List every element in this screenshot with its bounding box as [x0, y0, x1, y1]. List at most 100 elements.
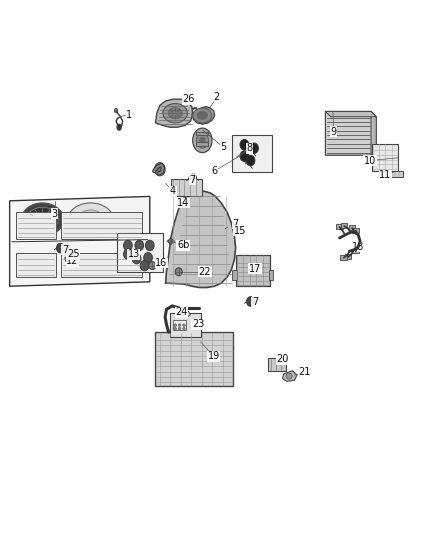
Bar [236, 255, 270, 286]
Ellipse shape [247, 297, 254, 306]
Ellipse shape [117, 124, 121, 130]
Bar [117, 233, 163, 272]
Ellipse shape [227, 222, 235, 232]
Ellipse shape [145, 240, 154, 251]
Text: 25: 25 [67, 249, 80, 259]
Ellipse shape [149, 262, 156, 270]
Bar [352, 228, 359, 233]
Polygon shape [166, 191, 236, 287]
Bar [349, 225, 355, 230]
Bar [196, 142, 208, 146]
Ellipse shape [68, 203, 113, 236]
Bar [196, 132, 208, 135]
Bar [232, 135, 272, 172]
Polygon shape [183, 311, 191, 317]
Text: 1: 1 [126, 110, 132, 120]
Text: 7: 7 [62, 245, 68, 255]
Bar [232, 270, 237, 280]
Ellipse shape [124, 249, 132, 260]
Text: 22: 22 [199, 266, 211, 277]
Ellipse shape [163, 103, 187, 123]
Text: 8: 8 [247, 143, 253, 154]
Text: 19: 19 [208, 351, 220, 361]
Polygon shape [167, 238, 174, 245]
Ellipse shape [132, 253, 141, 264]
Ellipse shape [189, 174, 197, 184]
Text: 7: 7 [190, 175, 196, 185]
Ellipse shape [183, 324, 185, 327]
Ellipse shape [140, 260, 149, 271]
Text: 7: 7 [233, 219, 239, 229]
Bar [61, 212, 142, 239]
Bar [173, 320, 186, 330]
Bar [171, 179, 202, 196]
Polygon shape [10, 197, 150, 286]
Ellipse shape [193, 108, 212, 123]
Polygon shape [232, 223, 240, 231]
Ellipse shape [250, 143, 258, 154]
Polygon shape [325, 111, 376, 155]
Ellipse shape [183, 327, 185, 330]
Text: 17: 17 [249, 264, 261, 273]
Ellipse shape [85, 215, 96, 224]
Text: 6: 6 [212, 166, 218, 176]
Text: 24: 24 [176, 308, 188, 318]
Ellipse shape [157, 166, 162, 173]
Text: 15: 15 [234, 225, 246, 236]
Text: 14: 14 [177, 198, 189, 208]
Ellipse shape [196, 133, 208, 148]
Text: 18: 18 [352, 242, 364, 252]
Bar [341, 223, 347, 229]
Ellipse shape [175, 268, 182, 276]
Polygon shape [325, 111, 376, 117]
Bar [336, 224, 343, 229]
Bar [340, 255, 347, 260]
Text: 3: 3 [52, 209, 58, 219]
Bar [345, 254, 351, 259]
Bar [269, 270, 273, 280]
Ellipse shape [124, 240, 132, 251]
Text: 9: 9 [331, 127, 337, 136]
Ellipse shape [240, 140, 249, 150]
Text: 2: 2 [214, 92, 220, 102]
Bar [155, 332, 233, 386]
Polygon shape [149, 263, 157, 269]
Ellipse shape [197, 111, 208, 119]
Ellipse shape [174, 324, 177, 327]
Bar [61, 253, 142, 278]
Text: 20: 20 [276, 354, 289, 365]
Ellipse shape [57, 243, 64, 253]
Ellipse shape [68, 252, 74, 256]
Text: 12: 12 [66, 256, 78, 266]
Bar [352, 248, 359, 253]
Ellipse shape [67, 256, 71, 261]
Polygon shape [155, 99, 193, 127]
Polygon shape [283, 371, 297, 381]
Text: 16: 16 [155, 258, 167, 268]
Ellipse shape [21, 203, 64, 236]
Ellipse shape [155, 163, 165, 176]
Text: 23: 23 [192, 319, 204, 329]
Bar [380, 172, 403, 177]
Ellipse shape [178, 324, 181, 327]
Text: 4: 4 [170, 186, 176, 196]
Ellipse shape [193, 128, 212, 152]
Bar [372, 144, 398, 171]
Polygon shape [192, 107, 215, 124]
Ellipse shape [78, 210, 104, 229]
Ellipse shape [135, 240, 144, 251]
Bar [68, 252, 74, 256]
Bar [16, 253, 56, 278]
Polygon shape [65, 254, 74, 263]
Text: 11: 11 [379, 171, 392, 180]
Text: 7: 7 [252, 297, 258, 308]
Ellipse shape [174, 327, 177, 330]
Ellipse shape [240, 151, 249, 161]
Ellipse shape [286, 373, 292, 379]
Ellipse shape [144, 253, 152, 263]
Text: 26: 26 [182, 94, 194, 104]
Ellipse shape [114, 108, 118, 113]
Bar [268, 359, 286, 371]
Ellipse shape [246, 155, 255, 166]
Text: 6b: 6b [177, 240, 189, 251]
